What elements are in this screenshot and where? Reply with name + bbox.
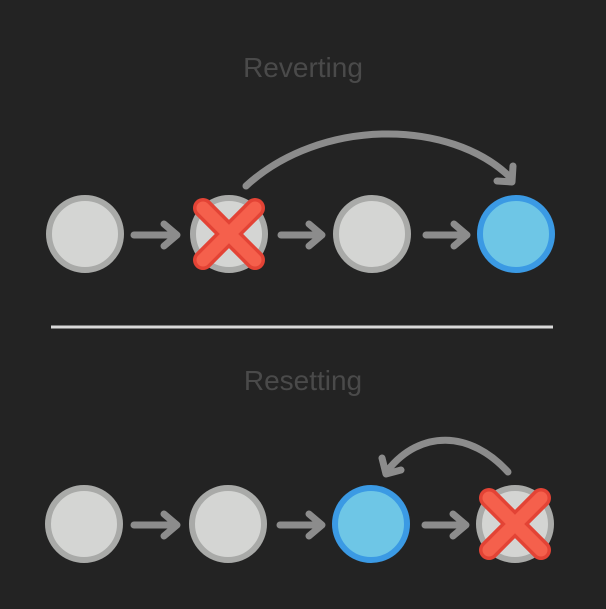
commit-3-head xyxy=(332,485,410,563)
right-arrow-icon xyxy=(130,510,181,540)
right-arrow-icon xyxy=(277,220,326,250)
commit-4-head xyxy=(477,195,555,273)
curved-arrow-icon xyxy=(378,436,512,478)
cross-icon xyxy=(193,198,265,270)
commit-1 xyxy=(45,485,123,563)
commit-3 xyxy=(333,195,411,273)
reverting-section xyxy=(46,130,555,273)
right-arrow-icon xyxy=(421,510,470,540)
commit-2-reverted xyxy=(190,195,268,273)
cross-icon xyxy=(479,488,551,560)
commit-1 xyxy=(46,195,124,273)
commit-2 xyxy=(189,485,267,563)
right-arrow-icon xyxy=(276,510,326,540)
reverting-title: Reverting xyxy=(243,52,363,83)
right-arrow-icon xyxy=(130,220,181,250)
right-arrow-icon xyxy=(422,220,471,250)
curved-arrow-icon xyxy=(242,130,517,190)
resetting-section xyxy=(45,436,554,563)
commit-4-reverted xyxy=(476,485,554,563)
resetting-title: Resetting xyxy=(243,365,363,396)
